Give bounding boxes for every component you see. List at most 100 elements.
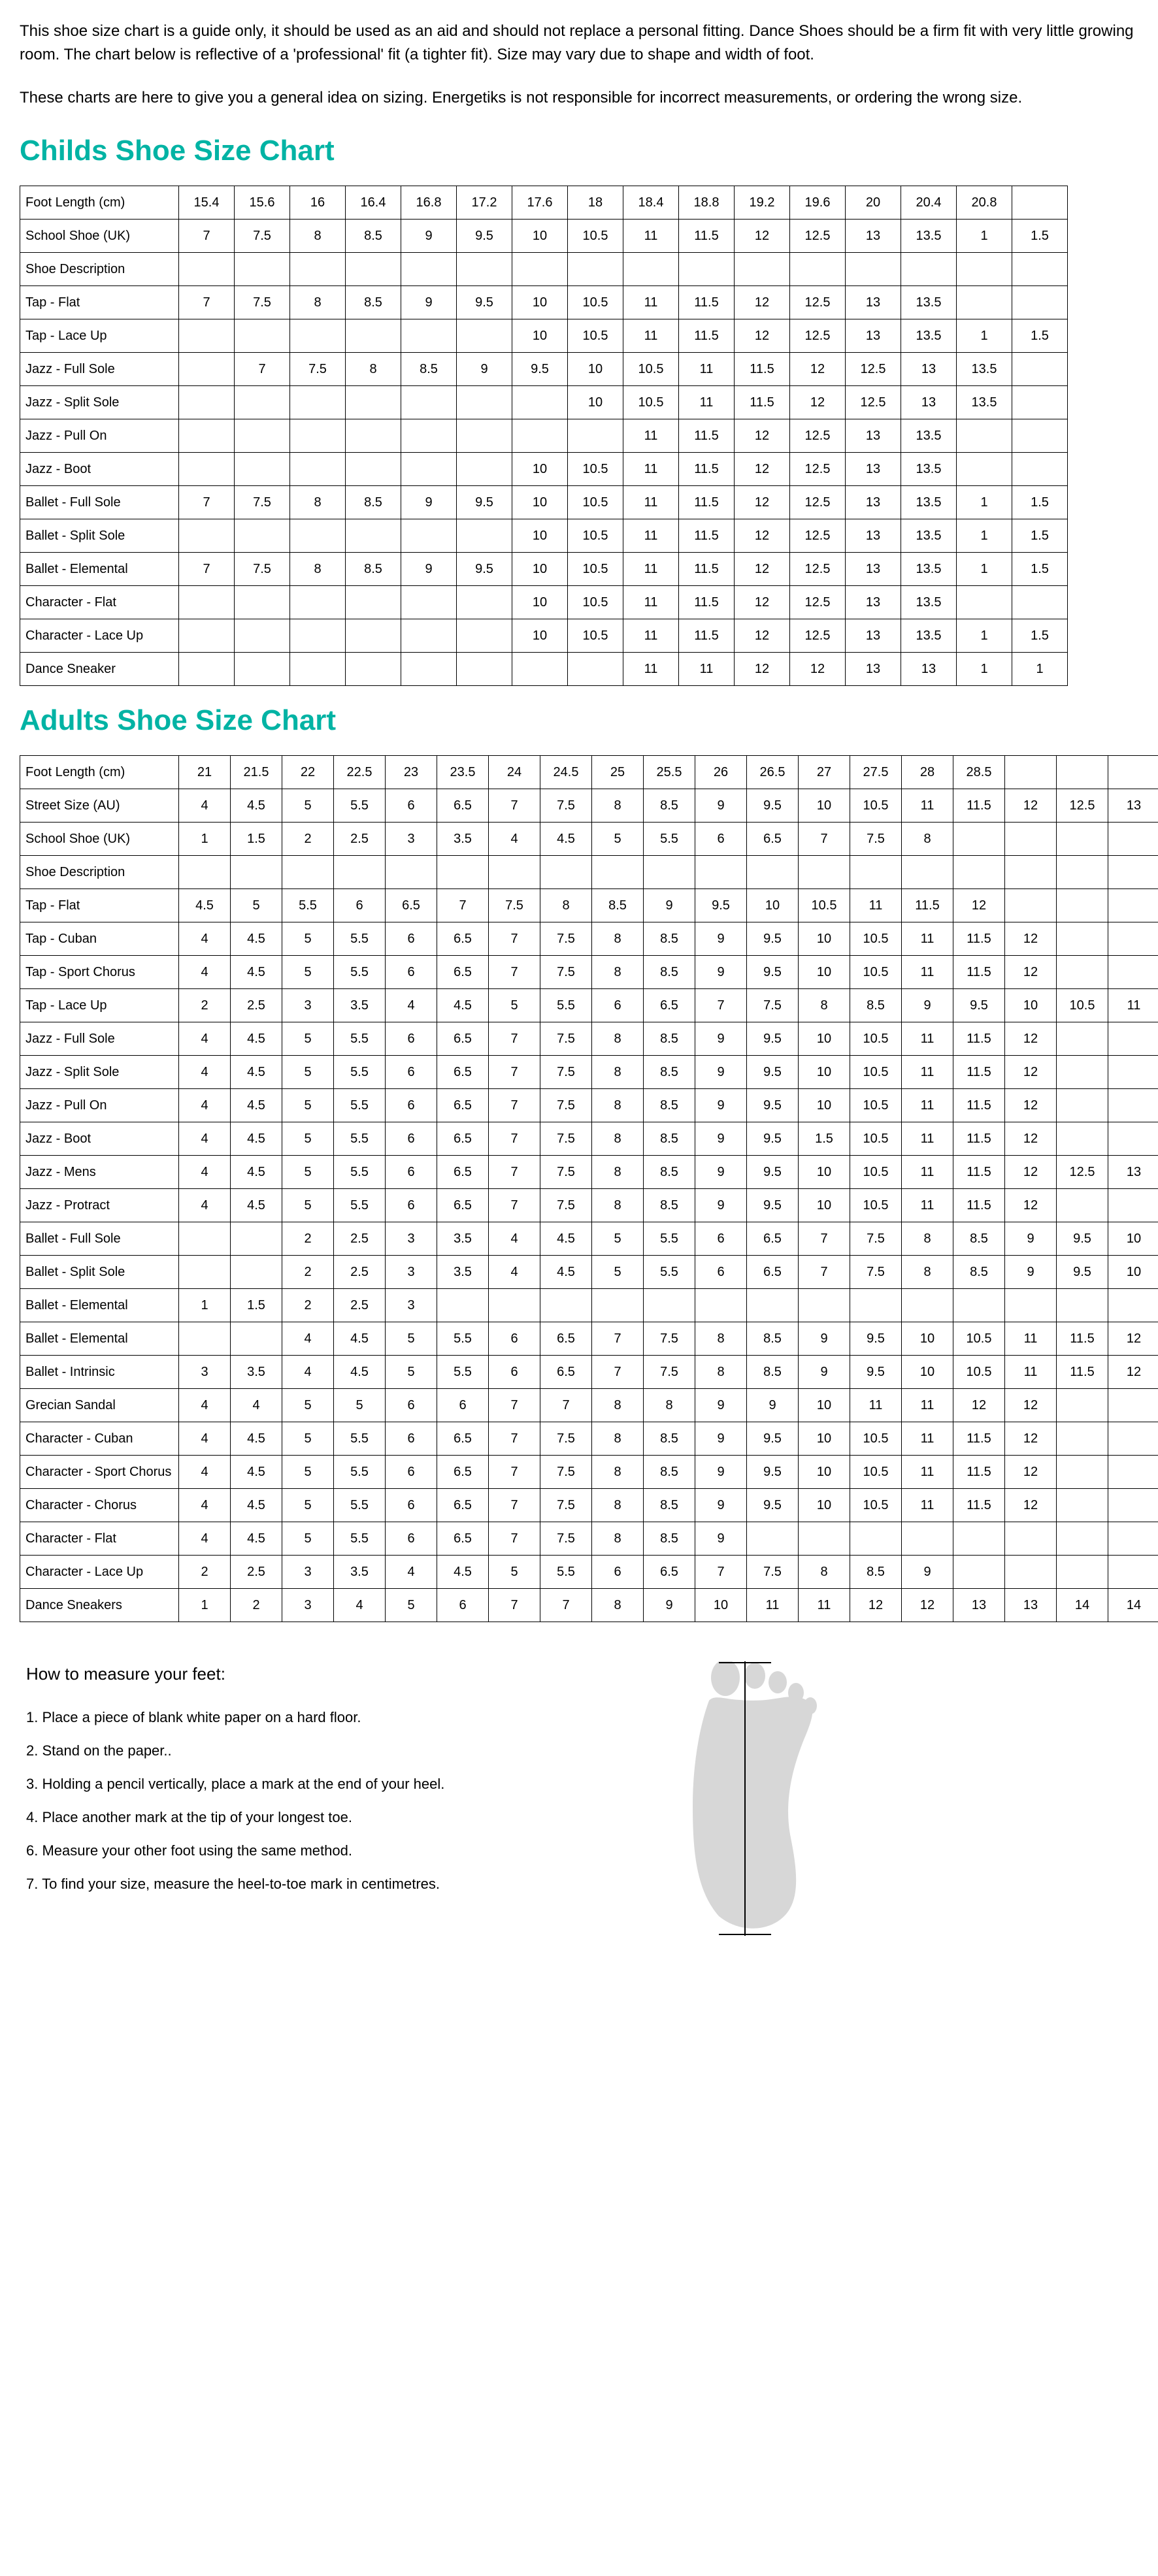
size-cell: 12 (735, 653, 790, 686)
size-cell: 6 (386, 1122, 437, 1156)
size-cell: 12 (1005, 1022, 1057, 1056)
size-cell: 11 (799, 1589, 850, 1622)
size-cell (457, 453, 512, 486)
size-cell (1005, 889, 1057, 922)
size-cell: 8 (592, 1589, 644, 1622)
size-cell: 10 (799, 1489, 850, 1522)
size-cell: 11.5 (953, 956, 1005, 989)
size-cell (1005, 1556, 1057, 1589)
row-label: Character - Lace Up (20, 1556, 179, 1589)
size-cell (1005, 823, 1057, 856)
size-cell: 10.5 (1057, 989, 1108, 1022)
size-cell: 10.5 (953, 1322, 1005, 1356)
size-cell: 1 (957, 619, 1012, 653)
size-cell: 11 (850, 889, 902, 922)
size-cell: 12 (735, 419, 790, 453)
size-cell (1108, 956, 1158, 989)
size-cell: 9 (457, 353, 512, 386)
size-cell: 4 (179, 1089, 231, 1122)
size-cell (346, 253, 401, 286)
size-cell (231, 1222, 282, 1256)
size-cell: 11 (623, 453, 679, 486)
row-label: Ballet - Intrinsic (20, 1356, 179, 1389)
size-cell: 12 (735, 553, 790, 586)
size-cell: 8.5 (747, 1356, 799, 1389)
size-cell: 13.5 (901, 319, 957, 353)
row-label: Ballet - Split Sole (20, 519, 179, 553)
size-cell: 11 (1108, 989, 1158, 1022)
table-row: Jazz - Split Sole1010.51111.51212.51313.… (20, 386, 1068, 419)
size-cell (1108, 1289, 1158, 1322)
measure-step: 1. Place a piece of blank white paper on… (26, 1706, 614, 1728)
size-cell: 25 (592, 756, 644, 789)
size-cell: 10.5 (568, 519, 623, 553)
size-cell: 8 (695, 1356, 747, 1389)
size-cell: 7 (489, 1122, 540, 1156)
size-cell: 20.8 (957, 186, 1012, 220)
size-cell: 1.5 (799, 1122, 850, 1156)
size-cell: 9 (695, 1189, 747, 1222)
size-cell: 11 (902, 1156, 953, 1189)
size-cell (179, 856, 231, 889)
size-cell (695, 856, 747, 889)
size-cell: 24 (489, 756, 540, 789)
size-cell (623, 253, 679, 286)
size-cell (1012, 186, 1068, 220)
size-cell: 11.5 (953, 1022, 1005, 1056)
size-cell: 8 (592, 789, 644, 823)
size-cell: 11.5 (1057, 1356, 1108, 1389)
size-cell: 7.5 (644, 1356, 695, 1389)
size-cell: 7.5 (540, 1189, 592, 1222)
size-cell (540, 856, 592, 889)
size-cell (179, 653, 235, 686)
size-cell (1012, 286, 1068, 319)
size-cell: 7 (489, 1022, 540, 1056)
size-cell: 4.5 (231, 1522, 282, 1556)
size-cell: 12 (1005, 1156, 1057, 1189)
size-cell: 8.5 (747, 1322, 799, 1356)
size-cell: 12.5 (790, 286, 846, 319)
table-row: Jazz - Full Sole77.588.599.51010.51111.5… (20, 353, 1068, 386)
size-cell: 12.5 (1057, 1156, 1108, 1189)
size-cell (1108, 856, 1158, 889)
size-cell: 13 (1005, 1589, 1057, 1622)
size-cell (235, 319, 290, 353)
size-cell: 10 (799, 789, 850, 823)
size-cell (179, 1222, 231, 1256)
size-cell: 4 (489, 1222, 540, 1256)
size-cell (901, 253, 957, 286)
size-cell: 3 (386, 823, 437, 856)
size-cell: 1 (179, 1289, 231, 1322)
size-cell: 11 (623, 553, 679, 586)
size-cell: 6.5 (747, 1222, 799, 1256)
size-cell: 22 (282, 756, 334, 789)
size-cell: 5 (282, 1489, 334, 1522)
size-cell: 4 (179, 1456, 231, 1489)
size-cell: 10.5 (568, 453, 623, 486)
size-cell (290, 253, 346, 286)
measure-step: 2. Stand on the paper.. (26, 1740, 614, 1761)
size-cell: 4.5 (231, 1422, 282, 1456)
table-row: Grecian Sandal4455667788991011111212 (20, 1389, 1158, 1422)
row-label: Ballet - Elemental (20, 553, 179, 586)
row-label: Jazz - Pull On (20, 1089, 179, 1122)
size-cell (902, 856, 953, 889)
size-cell: 24.5 (540, 756, 592, 789)
size-cell: 11.5 (679, 586, 735, 619)
size-cell: 2 (282, 1289, 334, 1322)
size-cell: 12 (735, 586, 790, 619)
size-cell: 9.5 (512, 353, 568, 386)
size-cell: 6.5 (437, 1056, 489, 1089)
size-cell: 11 (902, 956, 953, 989)
table-row: Jazz - Boot44.555.566.577.588.599.51.510… (20, 1122, 1158, 1156)
size-cell: 11.5 (679, 553, 735, 586)
size-cell (1057, 1189, 1108, 1222)
size-cell: 8 (644, 1389, 695, 1422)
size-cell: 6 (334, 889, 386, 922)
size-cell: 9 (695, 1456, 747, 1489)
size-cell: 4.5 (179, 889, 231, 922)
size-cell: 6.5 (437, 1456, 489, 1489)
size-cell: 1 (957, 653, 1012, 686)
size-cell: 10.5 (568, 619, 623, 653)
size-cell: 17.6 (512, 186, 568, 220)
